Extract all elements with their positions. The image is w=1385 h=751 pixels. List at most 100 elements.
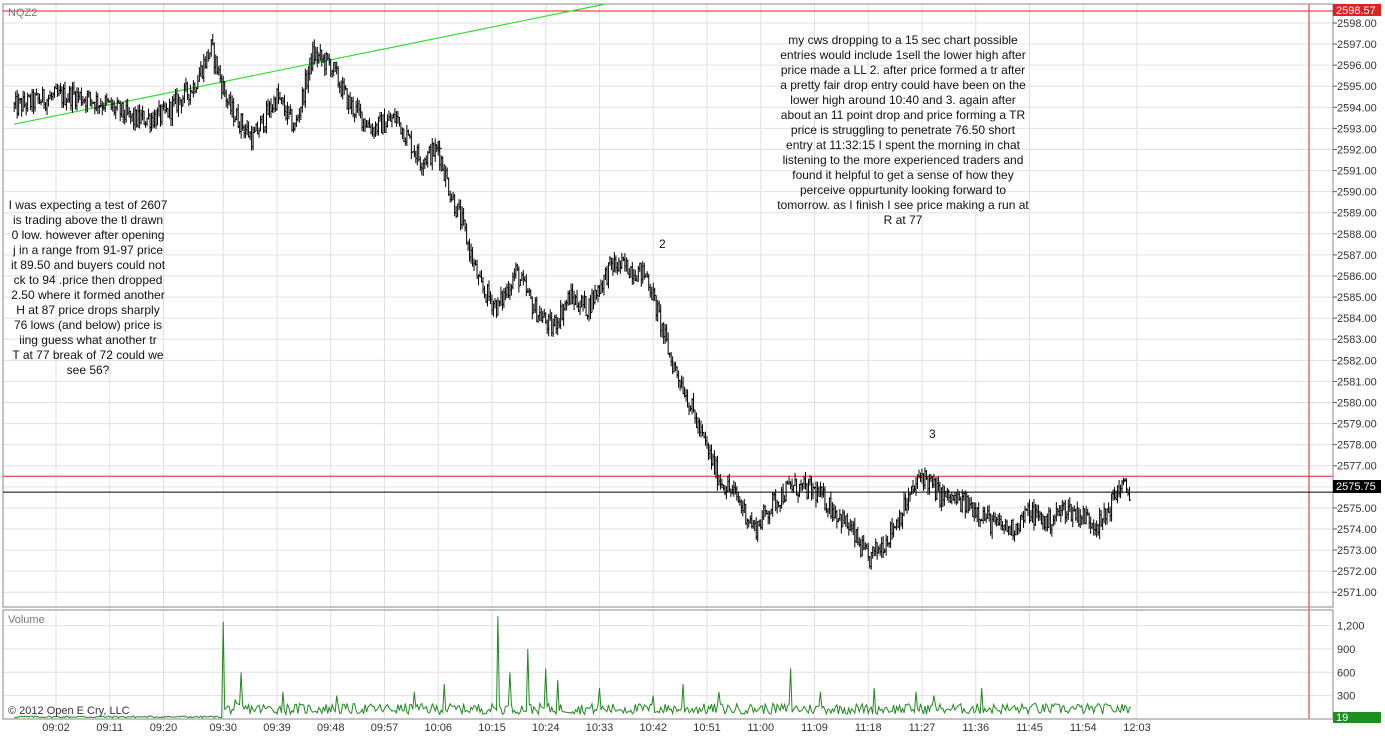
marker-3: 3: [929, 427, 936, 441]
price-box-top-text: 2598.57: [1336, 5, 1376, 17]
note-right-line: tomorrow. as I finish I see price making…: [777, 198, 1029, 212]
note-right-line: entries would include 1sell the lower hi…: [780, 48, 1025, 62]
volume-tick-label: 1,200: [1337, 621, 1365, 633]
x-tick-label: 09:30: [209, 722, 237, 734]
note-left-line: 0 low. however after opening: [12, 228, 165, 242]
note-left-line: I was expecting a test of 2607: [9, 198, 168, 212]
y-tick-label: 2579.00: [1337, 419, 1377, 431]
y-tick-label: 2573.00: [1337, 545, 1377, 557]
note-right-line: perceive oppurtunity looking forward to: [800, 183, 1006, 197]
note-left-line: iing guess what another tr: [19, 333, 156, 347]
note-left-line: 2.50 where it formed another: [11, 288, 164, 302]
price-box-last-bg: [1333, 480, 1381, 493]
x-tick-label: 10:33: [586, 722, 614, 734]
volume-label: Volume: [8, 614, 45, 626]
y-tick-label: 2572.00: [1337, 566, 1377, 578]
note-left-line: see 56?: [67, 363, 110, 377]
x-tick-label: 09:57: [371, 722, 399, 734]
note-right-line: about an 11 point drop and price forming…: [781, 108, 1026, 122]
x-tick-label: 11:27: [909, 722, 936, 734]
x-tick-label: 09:20: [150, 722, 178, 734]
y-tick-label: 2586.00: [1337, 271, 1377, 283]
y-tick-label: 2583.00: [1337, 334, 1377, 346]
note-right-line: price made a LL 2. after price formed a …: [781, 63, 1025, 77]
y-tick-label: 2571.00: [1337, 587, 1377, 599]
note-right-line: a pretty fair drop entry could have been…: [780, 78, 1026, 92]
price-box-top-bg: [1333, 4, 1381, 16]
note-left-line: j in a range from 91-97 price: [12, 243, 163, 257]
y-tick-label: 2591.00: [1337, 166, 1377, 178]
x-tick-label: 09:02: [42, 722, 70, 734]
price-box-last: 2575.75: [1333, 480, 1381, 493]
y-tick-label: 2585.00: [1337, 292, 1377, 304]
copyright-text: © 2012 Open E Cry, LLC: [8, 705, 130, 717]
marker-2: 2: [659, 237, 666, 251]
y-tick-label: 2593.00: [1337, 123, 1377, 135]
y-tick-label: 2584.00: [1337, 313, 1377, 325]
x-tick-label: 11:45: [1016, 722, 1043, 734]
y-tick-label: 2581.00: [1337, 376, 1377, 388]
note-right-line: lower high around 10:40 and 3. again aft…: [790, 93, 1016, 107]
note-right-line: listening to the more experienced trader…: [783, 153, 1024, 167]
x-tick-label: 10:42: [639, 722, 667, 734]
x-axis-ticks: 09:02 09:11 09:20 09:30 09:39 09:48 09:57 10:06…: [42, 722, 1151, 734]
x-tick-label: 12:03: [1123, 722, 1151, 734]
horizontal-lines[interactable]: [3, 10, 1333, 493]
note-left-line: H at 87 price drops sharply: [16, 303, 159, 317]
y-tick-label: 2589.00: [1337, 208, 1377, 220]
y-tick-label: 2577.00: [1337, 461, 1377, 473]
symbol-label: NQZ2: [8, 7, 37, 19]
note-right-line: entry at 11:32:15 I spent the morning in…: [786, 138, 1021, 152]
y-tick-label: 2582.00: [1337, 355, 1377, 367]
y-tick-label: 2594.00: [1337, 102, 1377, 114]
note-left: I was expecting a test of 2607 is tradin…: [9, 198, 168, 377]
note-right-line: found it helpful to get a sense of how t…: [792, 168, 1013, 182]
volume-panel-frame: [2, 609, 1334, 720]
x-tick-label: 10:24: [532, 722, 560, 734]
note-left-line: is trading above the tl drawn: [13, 213, 163, 227]
y-tick-label: 2574.00: [1337, 524, 1377, 536]
note-right-line: R at 77: [884, 213, 923, 227]
note-right-line: price is struggling to penetrate 76.50 s…: [791, 123, 1016, 137]
volume-line: [14, 616, 1132, 719]
x-tick-label: 11:00: [747, 722, 774, 734]
y-tick-label: 2598.00: [1337, 18, 1377, 30]
y-tick-label: 2597.00: [1337, 39, 1377, 51]
x-tick-label: 11:36: [962, 722, 989, 734]
x-tick-label: 09:39: [263, 722, 291, 734]
x-tick-label: 11:09: [801, 722, 828, 734]
note-left-line: it 89.50 and buyers could not: [11, 258, 166, 272]
volume-series: [14, 616, 1132, 719]
price-box-last-text: 2575.75: [1336, 481, 1376, 493]
price-panel-frame: [2, 3, 1334, 608]
x-tick-label: 10:06: [424, 722, 452, 734]
note-left-line: 76 lows (and below) price is: [14, 318, 162, 332]
price-series: [13, 33, 1132, 570]
y-tick-label: 2590.00: [1337, 187, 1377, 199]
x-tick-label: 11:54: [1070, 722, 1097, 734]
volume-tick-label: 300: [1337, 691, 1355, 703]
y-tick-label: 2575.00: [1337, 503, 1377, 515]
note-right: my cws dropping to a 15 sec chart possib…: [777, 33, 1029, 227]
x-tick-label: 10:15: [478, 722, 506, 734]
volume-box-text: 19: [1336, 712, 1348, 724]
note-right-line: my cws dropping to a 15 sec chart possib…: [788, 33, 1018, 47]
y-tick-label: 2596.00: [1337, 60, 1377, 72]
y-tick-label: 2592.00: [1337, 144, 1377, 156]
y-tick-label: 2580.00: [1337, 397, 1377, 409]
y-tick-label: 2587.00: [1337, 250, 1377, 262]
note-left-line: ck to 94 .price then dropped: [14, 273, 163, 287]
price-box-top: 2598.57: [1333, 4, 1381, 17]
marker-1: 1: [436, 138, 443, 152]
volume-tick-label: 900: [1337, 644, 1355, 656]
x-tick-label: 09:48: [317, 722, 345, 734]
volume-axis-ticks: 300 600 900 1,200: [1337, 621, 1365, 703]
y-tick-label: 2578.00: [1337, 440, 1377, 452]
volume-box-bg: [1333, 712, 1381, 723]
x-tick-label: 10:51: [693, 722, 721, 734]
x-tick-label: 11:18: [855, 722, 882, 734]
volume-box-last: 19: [1333, 712, 1381, 724]
y-tick-label: 2595.00: [1337, 81, 1377, 93]
